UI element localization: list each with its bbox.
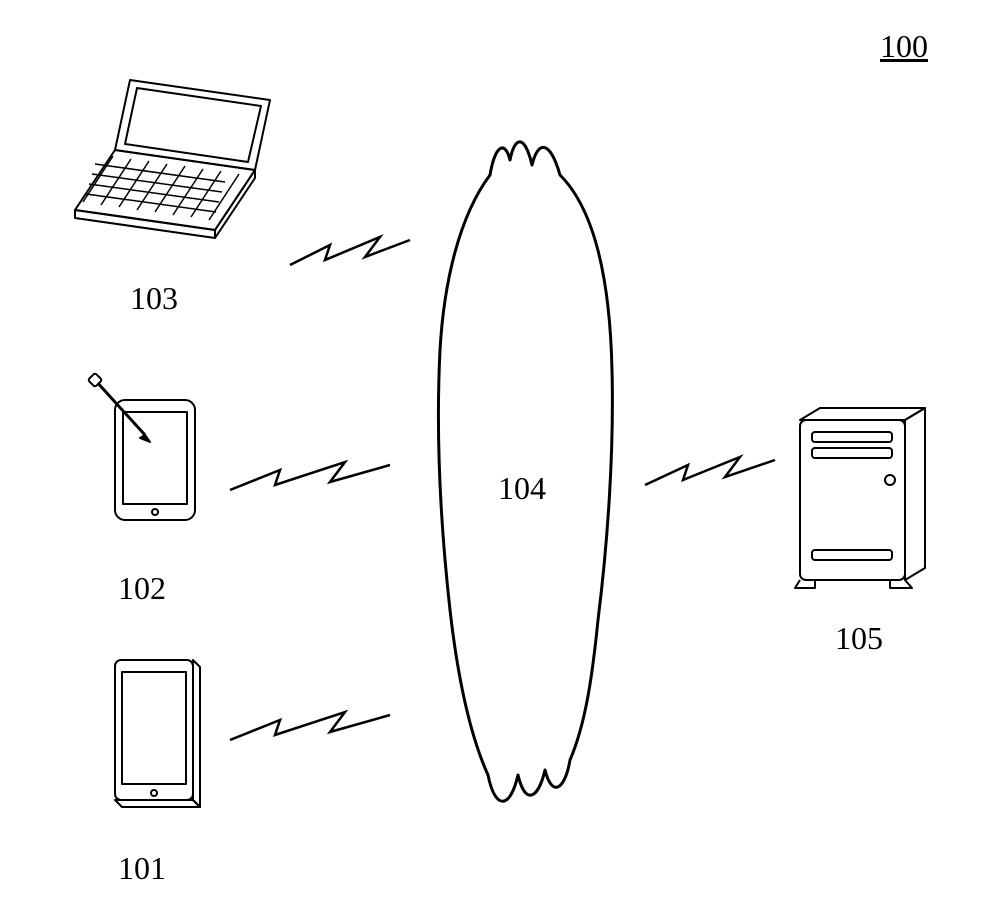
figure-number-label: 100 bbox=[880, 28, 928, 65]
laptop-label: 103 bbox=[130, 280, 178, 317]
tablet-label: 102 bbox=[118, 570, 166, 607]
tablet-icon bbox=[90, 380, 220, 550]
server-label: 105 bbox=[835, 620, 883, 657]
laptop-icon bbox=[75, 80, 275, 240]
smartphone-icon bbox=[100, 650, 210, 820]
diagram-canvas: 100 bbox=[0, 0, 1000, 914]
wireless-link-icon bbox=[225, 700, 395, 760]
wireless-link-icon bbox=[285, 225, 415, 285]
wireless-link-icon bbox=[225, 450, 395, 510]
network-label: 104 bbox=[498, 470, 546, 507]
wireless-link-icon bbox=[640, 445, 780, 505]
smartphone-label: 101 bbox=[118, 850, 166, 887]
server-icon bbox=[790, 400, 940, 590]
